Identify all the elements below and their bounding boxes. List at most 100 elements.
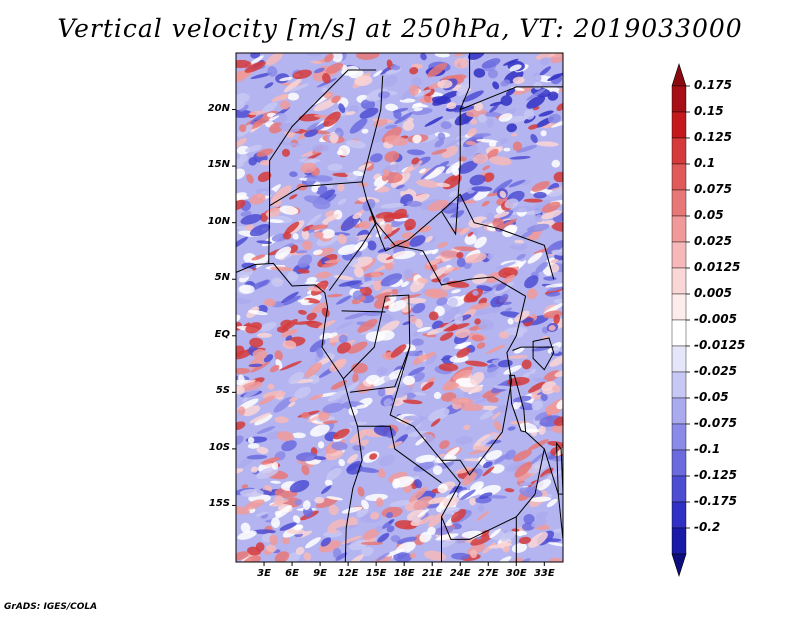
field-cell — [409, 84, 419, 96]
field-cell — [533, 191, 547, 199]
field-cell — [244, 61, 266, 73]
field-cell — [469, 302, 490, 311]
field-cell — [445, 201, 461, 212]
field-cell — [431, 149, 448, 155]
field-cell — [438, 363, 459, 372]
field-cell — [236, 468, 244, 474]
field-cell — [516, 253, 526, 260]
field-cell — [454, 105, 477, 113]
field-cell — [551, 249, 563, 256]
field-cell — [256, 446, 269, 454]
field-cell — [411, 102, 423, 109]
field-cell — [443, 447, 460, 461]
field-cell — [429, 264, 438, 272]
field-cell — [318, 392, 338, 398]
field-cell — [346, 140, 366, 149]
field-cell — [473, 434, 491, 450]
field-cell — [379, 320, 400, 334]
field-cell — [352, 444, 365, 451]
field-cell — [337, 233, 347, 245]
field-cell — [250, 466, 258, 473]
field-cell — [383, 398, 393, 407]
field-cell — [436, 297, 448, 306]
field-cell — [393, 552, 412, 562]
field-cell — [412, 134, 422, 144]
field-cell — [463, 424, 471, 431]
field-cell — [454, 341, 472, 349]
field-cell — [421, 381, 434, 391]
field-cell — [553, 171, 563, 183]
field-cell — [375, 525, 383, 533]
field-cell — [342, 535, 362, 545]
field-cell — [249, 193, 266, 205]
field-cell — [271, 277, 284, 288]
field-cell — [360, 541, 383, 546]
field-cell — [432, 465, 443, 475]
field-cell — [511, 133, 518, 137]
field-cell — [427, 62, 447, 78]
field-cell — [380, 202, 405, 209]
field-cell — [500, 95, 513, 106]
border-line — [460, 86, 563, 111]
field-cell — [390, 344, 407, 358]
field-cell — [477, 114, 487, 123]
field-cell — [337, 244, 359, 256]
field-cell — [512, 401, 522, 410]
field-cell — [472, 290, 479, 296]
field-cell — [476, 511, 490, 522]
field-cell — [530, 496, 552, 502]
field-cell — [365, 374, 380, 385]
field-cell — [503, 326, 528, 336]
field-cell — [516, 145, 538, 153]
field-cell — [456, 83, 472, 97]
field-cell — [312, 144, 330, 153]
border-line — [389, 296, 527, 476]
field-cell — [416, 179, 440, 188]
field-cell — [322, 402, 345, 414]
field-cell — [236, 349, 253, 360]
lake-outline — [555, 441, 563, 495]
field-cell — [281, 440, 297, 452]
field-cell — [452, 369, 473, 381]
field-cell — [393, 109, 402, 119]
field-cell — [241, 262, 257, 270]
field-cell — [351, 362, 368, 374]
field-cell — [556, 103, 563, 112]
lat-label: EQ — [214, 328, 230, 340]
field-cell — [371, 127, 391, 143]
field-cell — [531, 473, 550, 488]
field-cell — [460, 489, 476, 500]
field-cell — [404, 218, 416, 231]
field-cell — [528, 381, 546, 393]
field-cell — [247, 437, 255, 444]
field-cell — [361, 128, 369, 134]
field-cell — [451, 552, 470, 560]
field-cell — [348, 69, 364, 79]
field-cell — [463, 390, 482, 400]
field-cell — [462, 90, 484, 103]
field-cell — [386, 512, 393, 519]
colorbar-swatch — [671, 345, 687, 373]
field-cell — [338, 458, 346, 467]
field-cell — [288, 397, 298, 402]
field-cell — [547, 72, 563, 82]
colorbar-swatch — [671, 85, 687, 113]
field-cell — [470, 534, 492, 546]
field-cell — [446, 383, 459, 391]
field-cell — [396, 536, 417, 545]
field-cell — [472, 133, 492, 138]
field-cell — [326, 496, 344, 501]
field-cell — [289, 171, 298, 178]
field-cell — [375, 497, 384, 508]
field-cell — [317, 441, 325, 449]
lon-label: 15E — [365, 568, 387, 579]
field-cell — [441, 145, 458, 159]
field-cell — [347, 554, 364, 562]
field-cell — [553, 314, 560, 325]
field-cell — [459, 227, 471, 236]
field-cell — [541, 326, 549, 334]
field-cell — [514, 239, 525, 244]
field-cell — [355, 467, 380, 473]
field-cell — [358, 220, 371, 230]
